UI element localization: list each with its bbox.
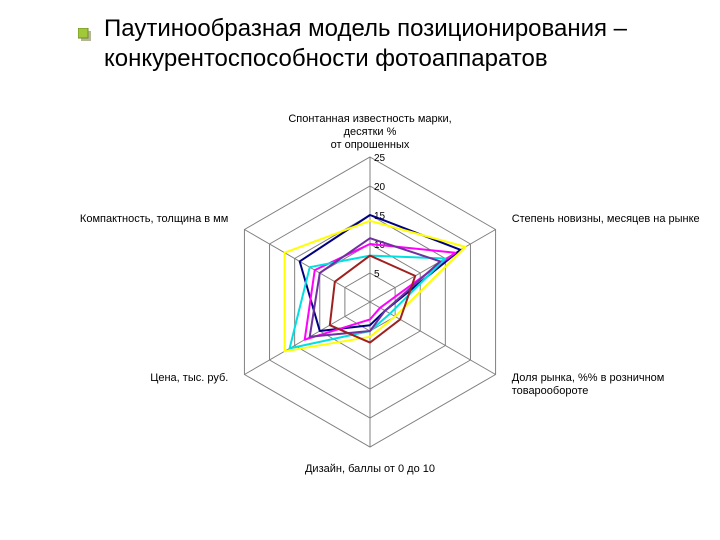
radar-chart: 510152025 Спонтанная известность марки, … — [90, 92, 650, 512]
ring-tick-label: 20 — [374, 182, 386, 193]
ring-tick-label: 5 — [374, 269, 380, 280]
axis-label: Степень новизны, месяцев на рынке — [512, 213, 702, 226]
axis-label: Компактность, толщина в мм — [38, 213, 228, 226]
slide: { "title": "Паутинообразная модель позиц… — [0, 0, 720, 540]
axis-label: Цена, тыс. руб. — [38, 372, 228, 385]
axis-label: Доля рынка, %% в розничном товарообороте — [512, 372, 702, 398]
ring-tick-label: 25 — [374, 153, 386, 164]
axis-label: Спонтанная известность марки, десятки % … — [275, 113, 465, 153]
title-row: Паутинообразная модель позиционирования … — [0, 14, 720, 74]
axis-label: Дизайн, баллы от 0 до 10 — [275, 463, 465, 476]
radar-series — [300, 215, 461, 331]
slide-title: Паутинообразная модель позиционирования … — [104, 14, 720, 74]
